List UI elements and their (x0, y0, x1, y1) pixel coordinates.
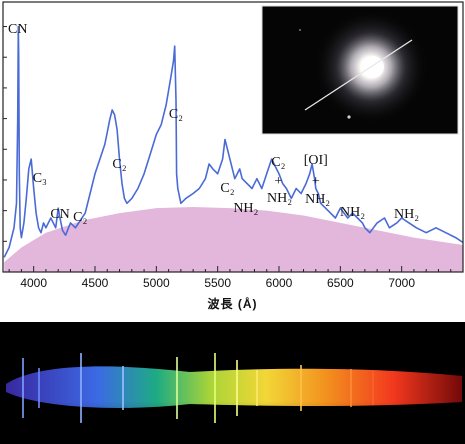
emission-line (350, 369, 352, 407)
annotation-label: NH₂ (233, 201, 258, 216)
annotation-label: NH₂ (394, 207, 419, 222)
annotation-label: [OI] (304, 153, 328, 168)
emission-line (214, 353, 216, 423)
annotation-label: + (274, 174, 282, 189)
emission-line (256, 370, 258, 406)
inset-star (347, 115, 351, 119)
emission-line (372, 371, 374, 405)
annotation-label: NH₂ (305, 192, 330, 207)
emission-line (80, 353, 82, 423)
emission-line (38, 368, 40, 408)
annotation-label: + (312, 174, 320, 189)
inset-star (299, 29, 301, 31)
emission-line (22, 358, 24, 418)
annotation-label: NH₂ (340, 205, 365, 220)
band-vignette (0, 322, 465, 444)
annotation-label: C₂ (220, 181, 234, 196)
annotation-label: C₂ (112, 157, 126, 172)
annotation-label: CN (50, 207, 69, 222)
x-tick-label: 5500 (204, 276, 231, 290)
emission-line (122, 366, 124, 410)
x-tick-label: 7000 (388, 276, 415, 290)
comet-inset (261, 5, 459, 135)
annotation-label: C₂ (271, 155, 285, 170)
spectrum-chart: 4000 4500 5000 5500 6000 6500 7000 CN C₃ CN C₂ C₂ C₂… (2, 1, 464, 290)
spectrum-strip (0, 322, 465, 444)
comet-nucleus (362, 56, 384, 78)
x-tick-label: 4000 (20, 276, 47, 290)
emission-line (176, 357, 178, 419)
spectrum-line-0 (3, 25, 464, 258)
plot-frame (2, 1, 464, 273)
annotation-label: C₂ (73, 210, 87, 225)
emission-line (300, 365, 302, 411)
annotation-label: NH₂ (267, 191, 292, 206)
x-tick-label: 5000 (143, 276, 170, 290)
x-axis-label: 波長 (Å) (207, 297, 258, 311)
emission-line (236, 360, 238, 416)
annotation-label: C₂ (169, 107, 183, 122)
inset-streak (304, 39, 413, 111)
x-tick-label: 4500 (82, 276, 109, 290)
x-tick-label: 6000 (266, 276, 293, 290)
annotation-label: C₃ (33, 171, 47, 186)
x-tick-label: 6500 (327, 276, 354, 290)
continuum-area (4, 206, 464, 272)
annotation-label: CN (8, 22, 27, 37)
